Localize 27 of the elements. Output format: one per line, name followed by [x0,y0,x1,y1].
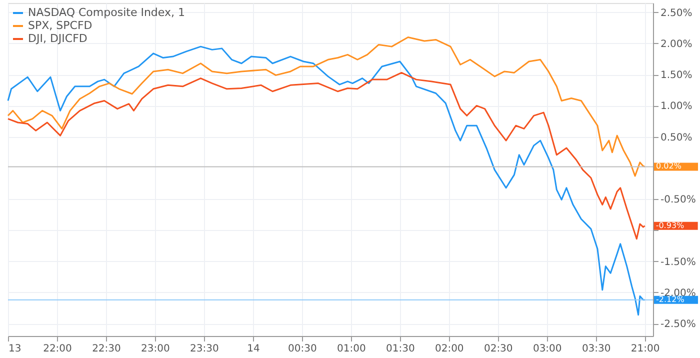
x-tick-label: 01:30 [386,344,415,354]
legend-label: NASDAQ Composite Index, 1 [28,6,185,19]
legend-label: DJI, DJICFD [28,32,88,45]
x-tick-label: 01:00 [336,344,366,354]
y-tick-label: -2.50% [660,319,696,330]
y-tick-label: -1.50% [660,256,696,268]
y-tick-label: 1.50% [660,70,692,82]
x-tick-label: 22:30 [92,344,121,354]
x-tick-label: 23:00 [141,344,170,354]
ref-line-label: 0.02% [656,162,682,171]
x-tick-label: 02:30 [484,344,513,354]
y-tick-label: 0.50% [660,132,692,144]
x-tick-label: 03:30 [582,344,611,354]
legend-label: SPX, SPCFD [28,19,92,32]
x-tick-label: 22:00 [43,344,72,354]
x-tick-label: 03:00 [532,344,562,354]
y-tick-label: 2.50% [660,8,692,19]
y-tick-label: 1.00% [660,101,692,112]
x-tick-label: 21:00 [630,344,660,354]
y-tick-label: -0.50% [660,194,696,206]
x-tick-label: 13 [8,344,22,354]
x-tick-label: 00:30 [288,344,317,354]
annotation: -0.93% [656,220,685,230]
x-tick-label: 02:00 [434,344,464,354]
x-tick-label: 23:30 [190,344,219,354]
x-tick-label: 14 [247,344,260,354]
y-tick-label: 2.00% [660,38,692,50]
